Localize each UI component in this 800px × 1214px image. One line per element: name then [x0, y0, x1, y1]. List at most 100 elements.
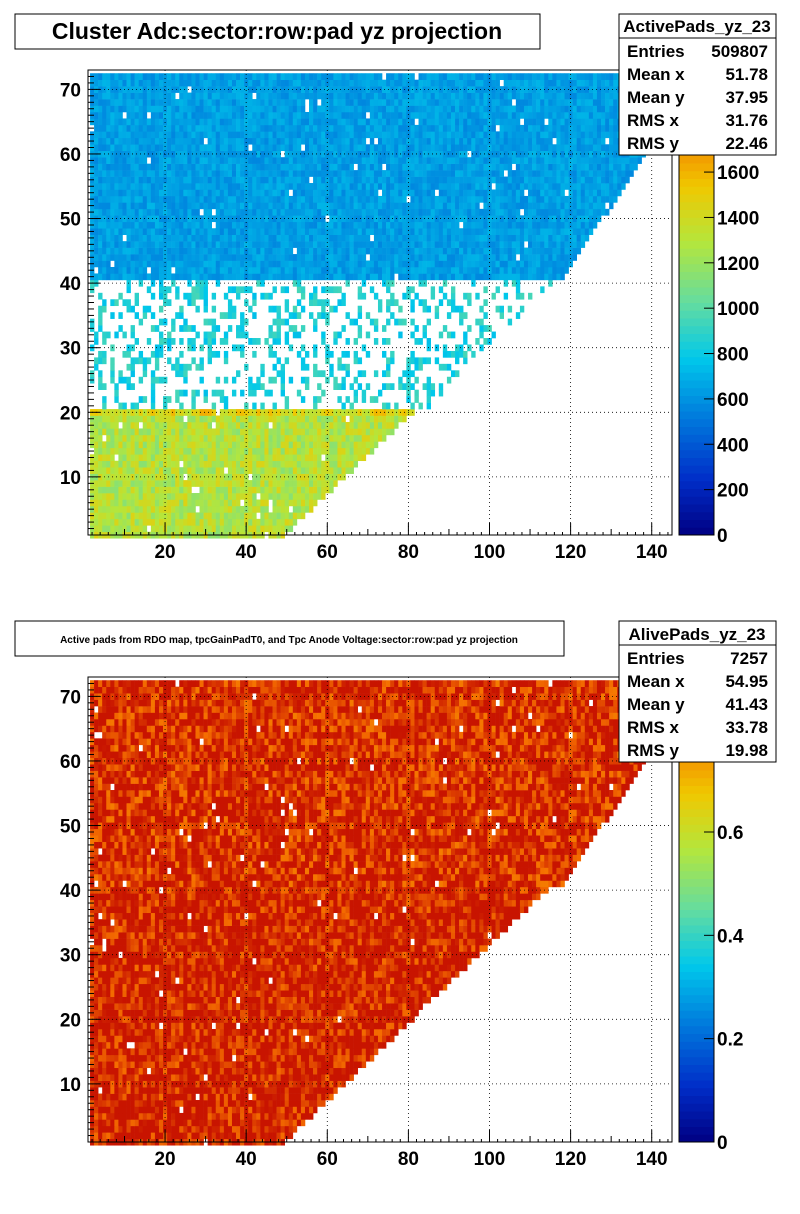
heatmap-cell [471, 150, 476, 158]
heatmap-cell [240, 189, 245, 197]
heatmap-cell [256, 441, 261, 449]
heatmap-cell [227, 215, 233, 223]
heatmap-cell [528, 273, 533, 281]
heatmap-cell [134, 144, 139, 152]
heatmap-cell [402, 241, 407, 248]
heatmap-cell [313, 344, 318, 352]
heatmap-cell [195, 195, 200, 203]
heatmap-cell [150, 221, 156, 229]
heatmap-cell [394, 260, 399, 268]
heatmap-cell [450, 150, 456, 158]
heatmap-cell [317, 467, 322, 474]
heatmap-cell [511, 195, 517, 203]
heatmap-cell [146, 131, 152, 139]
heatmap-cell [191, 144, 196, 152]
heatmap-cell [175, 486, 180, 494]
heatmap-cell [564, 124, 569, 132]
heatmap-cell [333, 221, 338, 229]
heatmap-cell [446, 170, 452, 177]
heatmap-cell [102, 441, 107, 449]
heatmap-cell [487, 202, 492, 210]
heatmap-cell [203, 247, 208, 255]
heatmap-cell [560, 189, 565, 197]
heatmap-cell [382, 228, 387, 235]
heatmap-cell [260, 266, 265, 274]
heatmap-cell [276, 441, 281, 449]
heatmap-cell [276, 434, 281, 442]
heatmap-cell [195, 137, 200, 145]
heatmap-cell [528, 144, 533, 152]
heatmap-cell [515, 286, 521, 294]
heatmap-cell [540, 273, 545, 281]
heatmap-cell [532, 163, 537, 171]
heatmap-cell [548, 273, 553, 281]
heatmap-cell [398, 195, 403, 203]
heatmap-cell [507, 202, 513, 210]
heatmap-cell [260, 415, 265, 423]
heatmap-cell [268, 389, 273, 397]
heatmap-cell [187, 525, 192, 533]
heatmap-cell [154, 467, 160, 474]
heatmap-cell [329, 260, 334, 268]
heatmap-cell [114, 189, 119, 197]
heatmap-cell [268, 150, 273, 158]
heatmap-cell [519, 131, 525, 139]
heatmap-cell [317, 434, 322, 442]
heatmap-cell [528, 266, 533, 274]
heatmap-cell [459, 234, 464, 242]
heatmap-cell [450, 215, 456, 223]
heatmap-cell [495, 144, 500, 152]
heatmap-cell [134, 441, 139, 449]
heatmap-cell [215, 260, 221, 268]
heatmap-cell [317, 189, 322, 197]
heatmap-cell [495, 221, 500, 229]
heatmap-cell [203, 279, 208, 287]
heatmap-cell [467, 137, 472, 145]
heatmap-cell [130, 221, 135, 229]
heatmap-cell [199, 157, 204, 164]
heatmap-cell [240, 202, 245, 210]
heatmap-cell [126, 144, 131, 152]
heatmap-cell [349, 131, 354, 139]
heatmap-cell [183, 137, 188, 145]
heatmap-cell [377, 428, 383, 436]
heatmap-cell [223, 254, 229, 261]
heatmap-cell [560, 170, 565, 177]
heatmap-cell [223, 202, 229, 210]
heatmap-cell [106, 260, 111, 268]
heatmap-cell [357, 195, 363, 203]
heatmap-cell [507, 163, 513, 171]
heatmap-cell [154, 241, 160, 248]
heatmap-cell [304, 131, 310, 139]
heatmap-cell [349, 189, 354, 197]
heatmap-cell [507, 254, 513, 261]
heatmap-cell [268, 266, 273, 274]
heatmap-cell [142, 305, 148, 313]
heatmap-cell [463, 247, 468, 255]
heatmap-cell [150, 254, 156, 261]
heatmap-cell [321, 389, 326, 397]
heatmap-cell [211, 428, 217, 436]
heatmap-cell [426, 318, 431, 326]
heatmap-cell [236, 260, 241, 268]
heatmap-cell [418, 247, 423, 255]
heatmap-cell [605, 144, 610, 152]
heatmap-cell [329, 273, 334, 281]
heatmap-cell [122, 486, 127, 494]
heatmap-cell [236, 505, 241, 513]
top-chart-title: Cluster Adc:sector:row:pad yz projection [52, 18, 502, 44]
heatmap-cell [134, 402, 139, 410]
heatmap-cell [519, 195, 525, 203]
heatmap-cell [398, 247, 403, 255]
heatmap-cell [584, 124, 590, 132]
heatmap-cell [142, 273, 148, 281]
heatmap-cell [154, 512, 160, 520]
heatmap-cell [365, 409, 371, 416]
heatmap-cell [219, 415, 225, 423]
heatmap-cell [321, 124, 326, 132]
heatmap-cell [256, 144, 261, 152]
heatmap-cell [572, 137, 577, 145]
heatmap-cell [515, 215, 521, 223]
heatmap-cell [167, 415, 172, 423]
heatmap-cell [426, 208, 431, 216]
